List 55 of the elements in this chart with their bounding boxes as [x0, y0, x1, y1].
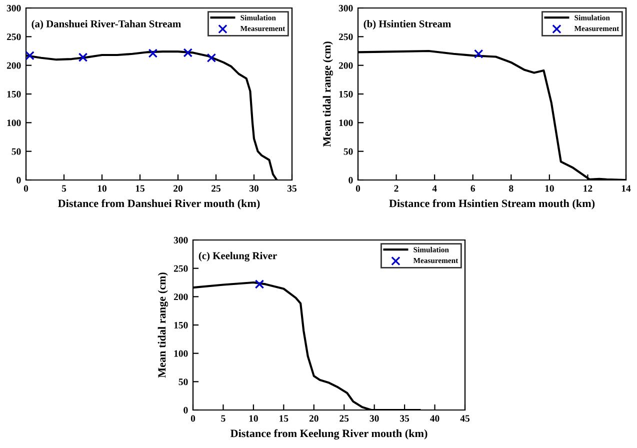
x-tick-label: 12 [584, 185, 592, 192]
y-tick-label: 0 [184, 406, 188, 414]
x-tick-label: 0 [356, 185, 360, 192]
y-tick-label: 250 [174, 265, 188, 272]
x-tick-label: 15 [136, 185, 145, 192]
x-tick-label: 20 [174, 185, 182, 192]
x-tick-label: 8 [509, 185, 514, 192]
y-tick-label: 300 [338, 4, 353, 12]
x-tick-label: 5 [221, 415, 226, 422]
y-tick-label: 200 [6, 62, 21, 69]
x-tick-label: 6 [470, 185, 476, 192]
y-tick-label: 50 [178, 378, 188, 386]
x-tick-label: 10 [545, 185, 554, 192]
y-axis-title: Mean tidal range (cm) [158, 272, 168, 378]
y-tick-label: 50 [344, 148, 353, 155]
x-tick-label: 40 [430, 415, 440, 422]
x-tick-label: 15 [280, 415, 288, 422]
x-axis-title: Distance from Hsintien Stream mouth (km) [389, 199, 595, 210]
x-tick-label: 14 [622, 185, 631, 192]
text: (b) Hsintien Stream [364, 20, 451, 30]
y-axis-title: Mean tidal range (cm) [322, 42, 333, 147]
x-tick-label: 5 [62, 185, 66, 192]
y-tick-label: 150 [339, 90, 353, 98]
x-tick-label: 20 [309, 415, 318, 422]
x-axis-title: Distance from Danshuei River mouth (km) [58, 199, 260, 210]
y-tick-label: 150 [7, 90, 21, 98]
text: (c) Keelung River [198, 252, 277, 262]
x-tick-label: 4 [432, 185, 437, 192]
y-tick-label: 250 [338, 34, 353, 40]
x-tick-label: 25 [340, 415, 349, 422]
y-tick-label: 200 [174, 294, 188, 300]
y-tick-label: 300 [174, 236, 188, 244]
x-tick-label: 10 [249, 415, 258, 422]
x-tick-label: 0 [190, 415, 196, 422]
x-axis-title: Distance from Keelung River mouth (km) [230, 429, 428, 440]
y-tick-label: 100 [339, 120, 353, 126]
y-tick-label: 50 [12, 148, 21, 155]
y-tick-label: 250 [6, 34, 21, 40]
x-tick-label: 30 [250, 185, 258, 192]
y-tick-label: 300 [6, 4, 21, 12]
x-tick-label: 2 [394, 185, 398, 192]
y-tick-label: 150 [174, 322, 188, 328]
x-tick-label: 0 [24, 185, 28, 192]
y-tick-label: 100 [174, 350, 188, 357]
x-tick-label: 10 [98, 185, 106, 192]
x-tick-label: 45 [460, 415, 470, 422]
text: (a) Danshuei River-Tahan Stream [32, 20, 181, 30]
y-tick-label: 200 [338, 62, 353, 69]
y-tick-label: 0 [348, 176, 353, 184]
x-tick-label: 35 [288, 185, 297, 192]
x-tick-label: 25 [212, 185, 221, 192]
y-tick-label: 100 [7, 120, 21, 126]
y-tick-label: 0 [16, 176, 21, 184]
x-tick-label: 30 [370, 415, 379, 422]
x-tick-label: 35 [400, 415, 410, 422]
